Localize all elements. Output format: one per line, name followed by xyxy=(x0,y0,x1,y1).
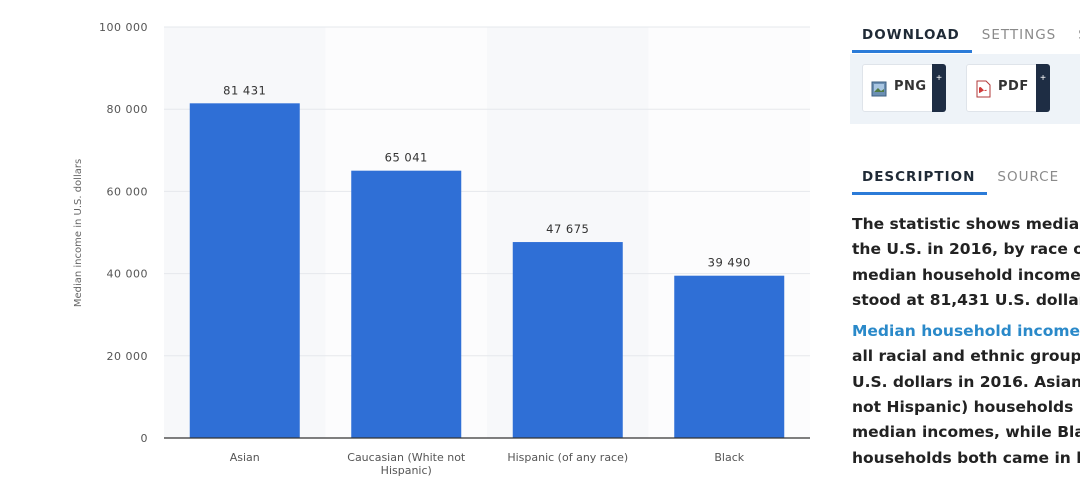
y-tick-label: 40 000 xyxy=(107,268,149,281)
png-label: PNG xyxy=(894,79,927,94)
bar-chart: 0 20 000 40 000 60 000 80 000 100 000 Median i… xyxy=(73,21,810,477)
download-tab-bar: DOWNLOAD SETTINGS S xyxy=(852,20,1080,53)
pdf-download-button[interactable]: PDF + xyxy=(966,64,1050,112)
data-label: 65 041 xyxy=(385,151,428,165)
y-tick-label: 100 000 xyxy=(99,21,148,34)
x-category-label: Asian xyxy=(230,451,260,464)
tab-description[interactable]: DESCRIPTION xyxy=(852,162,988,195)
data-label: 39 490 xyxy=(708,256,751,270)
data-label: 47 675 xyxy=(546,222,589,236)
description-line: households both came in lo xyxy=(852,448,1080,467)
description-tab-bar: DESCRIPTION SOURCE M xyxy=(852,162,1080,195)
tab-share[interactable]: S xyxy=(1068,20,1080,50)
x-category-label: Hispanic (of any race) xyxy=(507,451,628,464)
description-text: The statistic shows median the U.S. in 2… xyxy=(852,212,1080,477)
tab-download[interactable]: DOWNLOAD xyxy=(852,20,972,53)
description-line: U.S. dollars in 2016. Asian a xyxy=(852,372,1080,391)
description-line: median household income xyxy=(852,265,1080,284)
y-tick-label: 80 000 xyxy=(107,103,149,116)
x-category-label: Black xyxy=(714,451,744,464)
description-line: not Hispanic) households h xyxy=(852,398,1080,417)
bar xyxy=(351,170,462,438)
y-tick-label: 0 xyxy=(141,432,149,445)
y-tick-label: 60 000 xyxy=(107,185,149,198)
description-paragraph-2: Median household income all racial and e… xyxy=(852,319,1080,471)
bar xyxy=(674,275,785,438)
bar xyxy=(189,103,300,438)
download-options: PNG + PDF + xyxy=(850,54,1080,124)
chart-area: 0 20 000 40 000 60 000 80 000 100 000 Median i… xyxy=(73,21,810,477)
png-file-icon xyxy=(871,81,887,97)
png-download-button[interactable]: PNG + xyxy=(862,64,946,112)
data-label: 81 431 xyxy=(223,83,266,97)
description-line: The statistic shows median xyxy=(852,215,1080,233)
y-axis-label: Median income in U.S. dollars xyxy=(73,159,84,307)
plus-icon: + xyxy=(1036,64,1050,112)
median-income-link[interactable]: Median household income xyxy=(852,322,1080,341)
x-category-label: Hispanic) xyxy=(381,464,432,477)
tab-more[interactable]: M xyxy=(1071,162,1080,192)
description-paragraph-1: The statistic shows median the U.S. in 2… xyxy=(852,212,1080,313)
side-panel: DOWNLOAD SETTINGS S PNG + PDF + DESCRIPT… xyxy=(830,0,1080,483)
y-tick-label: 20 000 xyxy=(107,350,149,363)
tab-source[interactable]: SOURCE xyxy=(997,169,1060,185)
pdf-file-icon xyxy=(976,80,991,98)
plus-icon: + xyxy=(932,64,946,112)
pdf-label: PDF xyxy=(998,79,1029,94)
description-line: all racial and ethnic groups xyxy=(852,347,1080,366)
tab-settings[interactable]: SETTINGS xyxy=(981,27,1057,43)
x-category-label: Caucasian (White not xyxy=(347,451,466,464)
description-line: the U.S. in 2016, by race or xyxy=(852,240,1080,259)
description-line: stood at 81,431 U.S. dollars xyxy=(852,290,1080,309)
description-line: median incomes, while Blac xyxy=(852,423,1080,442)
bar xyxy=(512,242,623,438)
